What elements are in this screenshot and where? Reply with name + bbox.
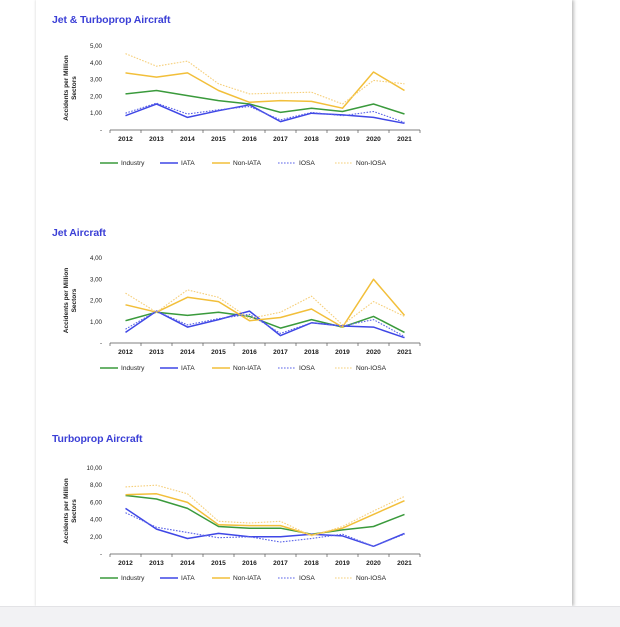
legend-label: Non-IOSA <box>356 160 387 167</box>
y-tick-label: - <box>100 340 102 347</box>
chart-title-jet: Jet Aircraft <box>52 227 106 239</box>
legend-label: IATA <box>181 365 195 372</box>
chart-turboprop: Accidents per MillionSectors 10,00 8,00 6,0… <box>63 465 421 582</box>
x-tick-label: 2012 <box>118 136 133 143</box>
series-line-non-iosa <box>125 53 405 105</box>
series-line-non-iata <box>125 71 405 109</box>
series-line-iata <box>125 507 405 548</box>
legend-label: Non-IATA <box>233 160 262 167</box>
x-tick-label: 2016 <box>242 349 257 356</box>
y-tick-label: - <box>100 551 102 558</box>
series-line-non-iata <box>125 493 405 536</box>
x-tick-label: 2013 <box>149 560 164 567</box>
x-tick-label: 2021 <box>397 560 412 567</box>
x-tick-label: 2013 <box>149 349 164 356</box>
x-tick-label: 2012 <box>118 349 133 356</box>
legend-label: Industry <box>121 365 145 372</box>
legend-label: IOSA <box>299 365 315 372</box>
y-tick-label: 2,00 <box>90 298 103 305</box>
legend-label: Non-IATA <box>233 365 262 372</box>
y-tick-label: 4,00 <box>90 255 103 262</box>
chart-jet: Accidents per MillionSectors 4,00 3,00 2,00… <box>63 255 421 372</box>
y-tick-label: 2,00 <box>90 534 103 541</box>
x-tick-label: 2014 <box>180 349 195 356</box>
series-line-non-iosa <box>125 289 405 326</box>
x-tick-label: 2020 <box>366 136 381 143</box>
legend-label: Industry <box>121 575 145 582</box>
x-tick-label: 2016 <box>242 560 257 567</box>
x-tick-label: 2016 <box>242 136 257 143</box>
series-line-industry <box>125 89 405 115</box>
x-tick-label: 2017 <box>273 136 288 143</box>
y-axis-label: Accidents per MillionSectors <box>63 478 78 543</box>
chart-title-turboprop: Turboprop Aircraft <box>52 433 143 445</box>
x-tick-label: 2017 <box>273 349 288 356</box>
y-tick-label: 3,00 <box>90 77 103 84</box>
y-tick-label: 6,00 <box>90 499 103 506</box>
x-tick-label: 2015 <box>211 560 226 567</box>
y-tick-label: 4,00 <box>90 517 103 524</box>
legend-label: Non-IOSA <box>356 365 387 372</box>
series-line-iosa <box>125 102 405 123</box>
y-tick-label: 10,00 <box>87 465 103 472</box>
y-tick-label: 3,00 <box>90 276 103 283</box>
y-axis-label: Accidents per MillionSectors <box>63 55 78 120</box>
legend-label: Non-IOSA <box>356 575 387 582</box>
series-line-iosa <box>125 310 405 338</box>
x-tick-label: 2019 <box>335 349 350 356</box>
viewer-bottom-bar <box>0 606 620 627</box>
y-tick-label: 1,00 <box>90 110 103 117</box>
chart-title-jet-turboprop: Jet & Turboprop Aircraft <box>52 14 171 26</box>
legend-label: IATA <box>181 160 195 167</box>
x-tick-label: 2019 <box>335 136 350 143</box>
legend-label: IOSA <box>299 575 315 582</box>
x-tick-label: 2014 <box>180 560 195 567</box>
y-tick-label: - <box>100 127 102 134</box>
x-tick-label: 2015 <box>211 349 226 356</box>
x-tick-label: 2018 <box>304 349 319 356</box>
x-tick-label: 2015 <box>211 136 226 143</box>
x-tick-label: 2018 <box>304 560 319 567</box>
x-tick-label: 2021 <box>397 349 412 356</box>
x-tick-label: 2017 <box>273 560 288 567</box>
series-line-iosa <box>125 512 405 547</box>
series-line-non-iosa <box>125 484 405 537</box>
x-tick-label: 2020 <box>366 349 381 356</box>
chart-jet-turboprop: Accidents per MillionSectors 5,00 4,00 3,00… <box>63 43 421 167</box>
y-tick-label: 4,00 <box>90 60 103 67</box>
y-axis-label: Accidents per MillionSectors <box>63 268 78 333</box>
x-tick-label: 2020 <box>366 560 381 567</box>
legend-label: Industry <box>121 160 145 167</box>
y-tick-label: 2,00 <box>90 93 103 100</box>
y-tick-label: 1,00 <box>90 319 103 326</box>
legend-label: IATA <box>181 575 195 582</box>
x-tick-label: 2012 <box>118 560 133 567</box>
y-tick-label: 8,00 <box>90 482 103 489</box>
y-tick-label: 5,00 <box>90 43 103 50</box>
series-line-industry <box>125 311 405 334</box>
x-tick-label: 2013 <box>149 136 164 143</box>
legend-label: Non-IATA <box>233 575 262 582</box>
series-line-non-iata <box>125 278 406 328</box>
legend-label: IOSA <box>299 160 315 167</box>
x-tick-label: 2018 <box>304 136 319 143</box>
x-tick-label: 2019 <box>335 560 350 567</box>
x-tick-label: 2021 <box>397 136 412 143</box>
x-tick-label: 2014 <box>180 136 195 143</box>
series-line-industry <box>125 494 405 535</box>
